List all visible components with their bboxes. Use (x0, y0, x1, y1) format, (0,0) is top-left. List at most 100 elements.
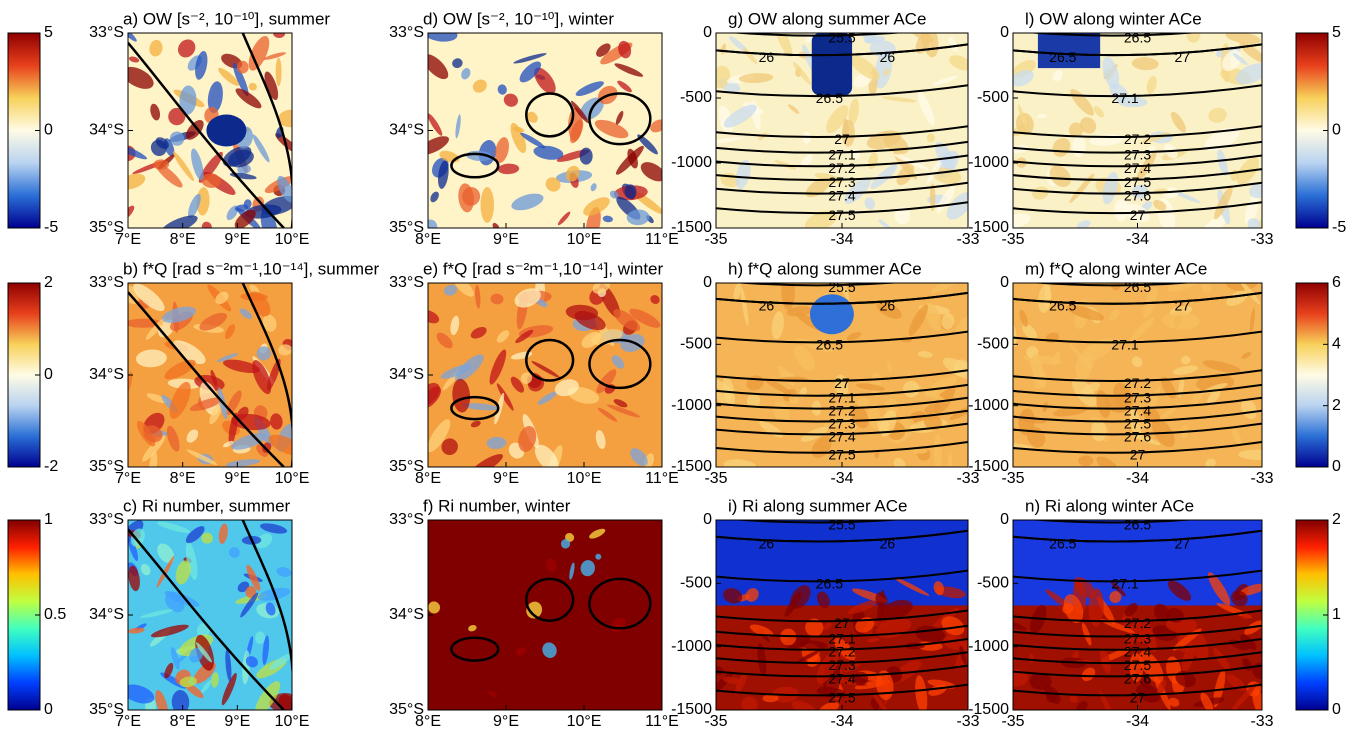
field-feature (168, 107, 186, 126)
field-feature (590, 183, 597, 192)
panel-title: a) OW [s⁻², 10⁻¹⁰], summer (123, 9, 330, 28)
y-tick-label: 0 (1000, 24, 1009, 41)
isopycnal (716, 396, 968, 410)
field-feature (908, 304, 928, 336)
field-feature (1153, 199, 1167, 211)
field-feature (804, 210, 838, 228)
panel-title: n) Ri along winter ACe (1025, 496, 1194, 515)
field-feature (441, 438, 458, 456)
isopycnal (716, 125, 968, 139)
isopycnal-label: 27.4 (828, 428, 855, 444)
y-tick-label: -1500 (671, 701, 712, 718)
field-feature (1238, 449, 1262, 461)
x-tick-label: -34 (830, 713, 853, 730)
field-feature (480, 186, 495, 223)
field-feature (844, 176, 871, 204)
field-feature (428, 136, 449, 156)
panel-field: 26.5 26.5 27 27.1 27.227.327.427.527.6 27 (1013, 283, 1262, 467)
field-feature (142, 435, 166, 462)
field-feature (1252, 688, 1262, 710)
field-feature (846, 332, 862, 341)
x-tick-label: 7°E (115, 713, 141, 730)
field-feature (1129, 407, 1142, 439)
isopycnal (716, 440, 968, 454)
colorbar-tick-label: 0.5 (44, 606, 66, 623)
x-tick-label: -33 (1250, 231, 1273, 248)
panel-title: e) f*Q [rad s⁻²m⁻¹,10⁻¹⁴], winter (423, 259, 663, 278)
field-feature (128, 66, 154, 89)
y-tick-label: 34°S (389, 366, 424, 383)
panel-field (128, 520, 292, 710)
isopycnal (1013, 43, 1262, 57)
field-feature (959, 645, 967, 665)
isopycnal (716, 651, 968, 665)
eddy-core (206, 114, 247, 147)
field-feature (874, 450, 880, 459)
field-feature (249, 284, 259, 294)
contour (128, 291, 285, 467)
isopycnal (1013, 291, 1262, 305)
colorbar-tick-label: -5 (44, 219, 58, 236)
field-feature (723, 104, 757, 128)
field-feature (722, 676, 742, 685)
field-feature (1196, 374, 1235, 393)
isopycnal (716, 369, 968, 382)
field-feature (924, 403, 941, 414)
field-feature (470, 326, 487, 339)
field-feature (221, 53, 243, 69)
eddy-contour (588, 338, 652, 390)
field-feature (1066, 305, 1104, 321)
panel-title: c) Ri number, summer (123, 496, 291, 515)
field-feature (1130, 433, 1161, 445)
field-feature (870, 164, 898, 189)
field-background (428, 520, 662, 710)
field-feature (1230, 683, 1258, 710)
field-feature (153, 159, 170, 170)
x-tick-label: -35 (1001, 470, 1024, 487)
field-feature (924, 376, 958, 397)
y-tick-label: 0 (703, 24, 712, 41)
isopycnal-label: 27 (1175, 49, 1191, 65)
field-feature (1013, 443, 1034, 450)
colorbar-tick-label: 6 (1332, 274, 1341, 291)
field-feature (443, 284, 458, 296)
x-tick-label: 8°E (415, 470, 441, 487)
field-feature (757, 643, 767, 676)
field-feature (186, 449, 218, 466)
field-feature (1081, 622, 1092, 646)
isopycnal (716, 638, 968, 651)
field-feature (1129, 317, 1155, 342)
field-feature (609, 190, 619, 199)
field-feature (470, 454, 503, 467)
field-feature (1202, 216, 1226, 228)
eddy-contour (588, 92, 652, 146)
field-feature (1099, 648, 1111, 674)
field-feature (235, 88, 262, 109)
field-feature (1208, 107, 1227, 123)
field-feature (867, 637, 880, 643)
panel-title: i) Ri along summer ACe (728, 496, 908, 515)
field-feature (248, 82, 257, 91)
field-feature (826, 105, 849, 134)
field-feature (595, 430, 606, 450)
x-tick-label: 10°E (275, 470, 310, 487)
field-feature (1131, 184, 1149, 199)
isopycnal (716, 201, 968, 215)
field-feature (128, 33, 137, 42)
colorbar-tick-label: 0 (1332, 701, 1341, 718)
field-feature (1022, 323, 1038, 341)
field-feature (262, 635, 270, 666)
y-tick-label: -1000 (968, 397, 1009, 414)
y-tick-label: -1500 (671, 458, 712, 475)
field-feature (1170, 111, 1186, 133)
field-feature (264, 71, 279, 101)
x-tick-label: 10°E (275, 713, 310, 730)
field-feature (545, 177, 561, 192)
isopycnal (1013, 383, 1262, 397)
field-feature (935, 141, 955, 170)
isopycnal-label: 27.4 (1124, 644, 1151, 660)
field-feature (570, 100, 589, 124)
panel-title: b) f*Q [rad s⁻²m⁻¹,10⁻¹⁴], summer (123, 259, 380, 278)
colorbar-tick-label: 1 (1332, 606, 1341, 623)
field-feature (496, 330, 510, 343)
